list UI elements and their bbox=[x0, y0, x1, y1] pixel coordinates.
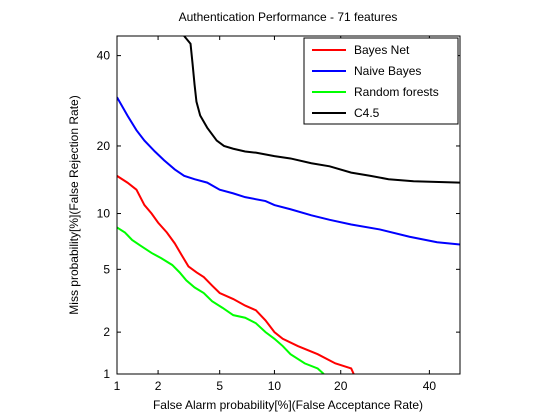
y-tick-label-1: 2 bbox=[103, 325, 110, 339]
legend-label-3: Random forests bbox=[354, 85, 439, 99]
series-line-1 bbox=[117, 175, 355, 374]
x-tick-label-1: 2 bbox=[155, 379, 162, 393]
legend-box bbox=[303, 37, 459, 125]
y-tick-label-0: 1 bbox=[103, 367, 110, 381]
legend-label-2: Naive Bayes bbox=[354, 64, 421, 78]
series-layer bbox=[117, 36, 460, 374]
y-tick-label-2: 5 bbox=[103, 262, 110, 276]
chart-title: Authentication Performance - 71 features bbox=[179, 10, 398, 24]
legend-label-4: C4.5 bbox=[354, 106, 380, 120]
y-tick-label-5: 40 bbox=[97, 49, 111, 63]
x-tick-label-2: 5 bbox=[216, 379, 223, 393]
y-tick-label-4: 20 bbox=[97, 139, 111, 153]
series-line-3 bbox=[117, 226, 325, 374]
y-tick-label-3: 10 bbox=[97, 207, 111, 221]
x-axis-label: False Alarm probability[%](False Accepta… bbox=[153, 398, 423, 412]
legend: Bayes Net Naive Bayes Random forests C4.5 bbox=[303, 37, 459, 125]
legend-label-1: Bayes Net bbox=[354, 43, 410, 57]
y-axis-label: Miss probability[%](False Rejection Rate… bbox=[67, 95, 81, 314]
ticks-layer: 1 2 5 10 20 40 1 2 5 10 20 40 bbox=[97, 36, 460, 393]
series-line-2 bbox=[117, 96, 460, 246]
x-tick-label-0: 1 bbox=[114, 379, 121, 393]
series-line-4 bbox=[183, 36, 460, 184]
plot-frame bbox=[116, 35, 461, 375]
x-tick-label-4: 20 bbox=[334, 379, 348, 393]
x-tick-label-3: 10 bbox=[268, 379, 282, 393]
x-tick-label-5: 40 bbox=[423, 379, 437, 393]
